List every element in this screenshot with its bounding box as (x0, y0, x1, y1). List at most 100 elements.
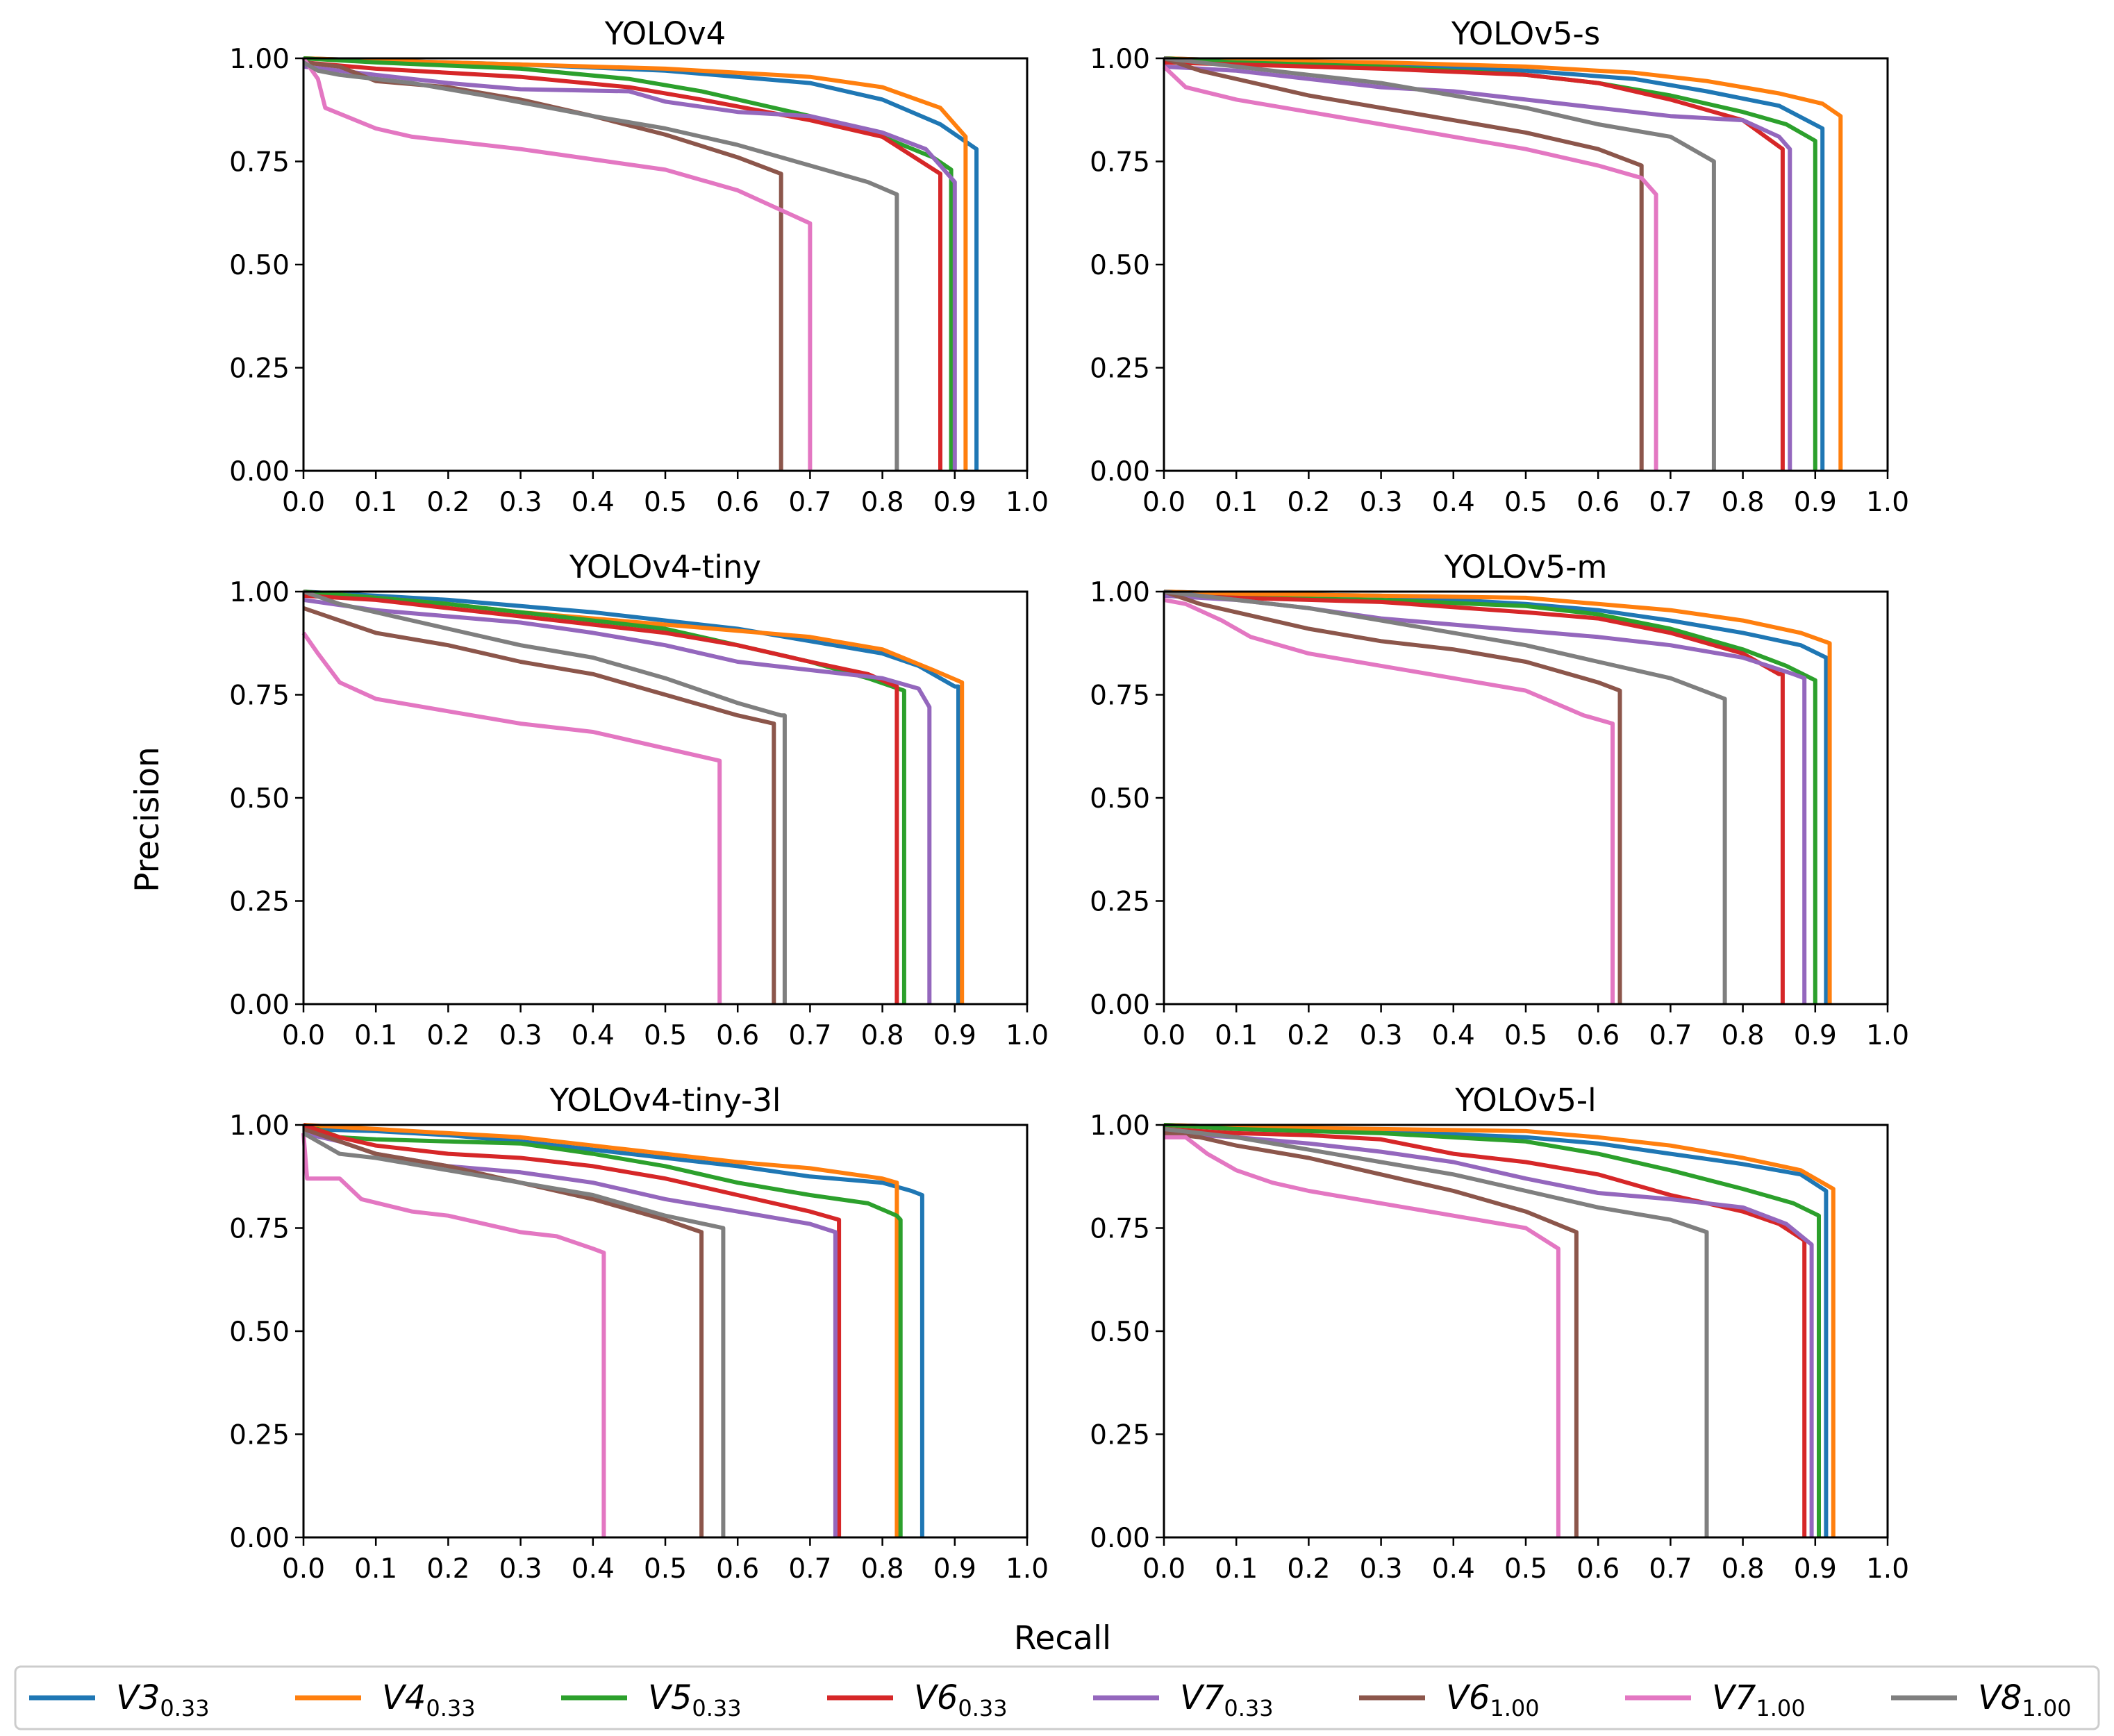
y-tick-label: 0.50 (229, 1317, 290, 1348)
panels-layer: 0.0 0.1 0.2 0.3 0.4 0.5 0.6 0.7 0.8 0.9 1.0 0.00 0.2… (229, 15, 1909, 1585)
x-tick-label: 0.1 (354, 1553, 397, 1585)
y-tick-label: 0.25 (1090, 1420, 1150, 1451)
legend-frame (14, 1665, 2100, 1730)
y-tick-label: 0.75 (229, 1214, 290, 1245)
x-tick-label: 0.3 (1360, 1020, 1403, 1051)
series-line-v4-033 (1163, 590, 1832, 1004)
y-tick-label: 1.00 (1090, 1110, 1150, 1142)
panel-title: YOLOv5-s (1451, 15, 1600, 52)
x-tick-label: 0.4 (572, 487, 615, 518)
x-tick-label: 0.5 (1504, 1020, 1547, 1051)
panel-yolov4-tiny: 0.0 0.1 0.2 0.3 0.4 0.5 0.6 0.7 0.8 0.9 1.0 0.00 0.2… (229, 549, 1049, 1051)
x-tick-label: 0.7 (1649, 487, 1692, 518)
x-tick-label: 0.1 (1215, 1020, 1258, 1051)
x-tick-label: 1.0 (1866, 1553, 1909, 1585)
y-tick-label: 1.00 (229, 1110, 290, 1142)
series-line-v4-033 (1163, 56, 1843, 471)
x-tick-label: 1.0 (1866, 487, 1909, 518)
x-tick-label: 0.8 (861, 1020, 904, 1051)
y-tick-label: 0.50 (229, 250, 290, 281)
x-tick-label: 0.9 (1794, 1553, 1837, 1585)
x-tick-label: 0.6 (716, 1553, 759, 1585)
x-tick-label: 0.2 (426, 1553, 469, 1585)
panel-title: YOLOv4-tiny-3l (549, 1082, 781, 1119)
x-tick-label: 1.0 (1006, 1020, 1049, 1051)
y-tick-label: 0.75 (1090, 147, 1150, 178)
series-line-v8-100 (1163, 1126, 1709, 1537)
series-line-v7-100 (1162, 65, 1658, 471)
series-line-v7-100 (1164, 1135, 1560, 1537)
x-tick-label: 0.9 (933, 487, 976, 518)
x-tick-label: 0.1 (354, 487, 397, 518)
series-line-v6-033 (1163, 593, 1785, 1004)
x-tick-label: 0.4 (1432, 1020, 1475, 1051)
series-line-v6-100 (1163, 1130, 1579, 1537)
x-tick-label: 0.0 (282, 487, 325, 518)
y-tick-label: 0.25 (229, 1420, 290, 1451)
x-tick-label: 0.6 (1576, 1553, 1620, 1585)
series-line-v6-033 (1163, 60, 1785, 471)
x-tick-label: 0.4 (572, 1020, 615, 1051)
y-tick-label: 0.00 (1090, 990, 1150, 1021)
series-line-v4-033 (303, 1123, 899, 1537)
series-line-v7-100 (301, 631, 722, 1004)
x-tick-label: 0.1 (1215, 487, 1258, 518)
x-tick-label: 0.8 (1722, 1553, 1765, 1585)
y-tick-label: 1.00 (229, 44, 290, 75)
series-line-v5-033 (1163, 1123, 1821, 1537)
series-line-v7-033 (1163, 64, 1792, 471)
y-tick-label: 0.00 (229, 990, 290, 1021)
x-tick-label: 0.8 (861, 487, 904, 518)
y-tick-label: 0.75 (229, 147, 290, 178)
x-tick-label: 0.8 (1722, 487, 1765, 518)
series-group (1163, 590, 1832, 1004)
x-tick-label: 0.8 (861, 1553, 904, 1585)
panel-yolov4: 0.0 0.1 0.2 0.3 0.4 0.5 0.6 0.7 0.8 0.9 1.0 0.00 0.2… (229, 15, 1049, 518)
y-tick-label: 0.25 (229, 353, 290, 385)
x-tick-label: 0.9 (1794, 487, 1837, 518)
x-tick-label: 0.1 (354, 1020, 397, 1051)
series-line-v8-100 (1163, 56, 1716, 471)
panel-yolov5-l: 0.0 0.1 0.2 0.3 0.4 0.5 0.6 0.7 0.8 0.9 1.0 0.00 0.2… (1090, 1082, 1909, 1585)
y-tick-label: 1.00 (1090, 577, 1150, 608)
x-tick-label: 0.7 (1649, 1020, 1692, 1051)
series-line-v7-100 (301, 1133, 606, 1537)
x-tick-label: 0.5 (644, 487, 687, 518)
panel-yolov5-m: 0.0 0.1 0.2 0.3 0.4 0.5 0.6 0.7 0.8 0.9 1.0 0.00 0.2… (1090, 549, 1909, 1051)
series-group (1162, 56, 1843, 471)
series-line-v8-100 (303, 590, 787, 1004)
x-tick-label: 0.7 (788, 1020, 831, 1051)
series-line-v7-033 (303, 597, 932, 1004)
y-tick-label: 0.50 (1090, 783, 1150, 815)
series-group (301, 56, 979, 471)
panel-yolov4-tiny-3l: 0.0 0.1 0.2 0.3 0.4 0.5 0.6 0.7 0.8 0.9 1.0 0.00 0.2… (229, 1082, 1049, 1585)
x-tick-label: 0.2 (1287, 1553, 1330, 1585)
x-tick-label: 0.9 (933, 1020, 976, 1051)
x-tick-label: 0.6 (1576, 1020, 1620, 1051)
x-tick-label: 0.0 (1142, 487, 1185, 518)
panel-title: YOLOv4 (604, 15, 726, 52)
x-tick-label: 0.3 (499, 487, 542, 518)
x-tick-label: 0.6 (716, 1020, 759, 1051)
y-tick-label: 0.75 (229, 681, 290, 712)
x-tick-label: 0.2 (426, 487, 469, 518)
x-tick-label: 0.2 (1287, 1020, 1330, 1051)
x-tick-label: 0.3 (499, 1553, 542, 1585)
series-line-v7-033 (1163, 1130, 1814, 1537)
x-tick-label: 1.0 (1006, 487, 1049, 518)
x-tick-label: 0.1 (1215, 1553, 1258, 1585)
x-tick-label: 0.2 (426, 1020, 469, 1051)
y-tick-label: 0.00 (229, 1523, 290, 1554)
y-tick-label: 1.00 (229, 577, 290, 608)
legend: V30.33 V40.33 V50.33 V60.33 V70.33 V61.00 V71.… (14, 1665, 2100, 1730)
y-tick-label: 0.50 (1090, 250, 1150, 281)
x-tick-label: 0.2 (1287, 487, 1330, 518)
series-line-v5-033 (303, 56, 954, 471)
y-tick-label: 0.00 (1090, 1523, 1150, 1554)
series-line-v6-100 (303, 606, 776, 1004)
series-group (301, 1123, 924, 1537)
x-tick-label: 0.7 (788, 487, 831, 518)
y-tick-label: 0.50 (229, 783, 290, 815)
x-tick-label: 0.5 (1504, 1553, 1547, 1585)
